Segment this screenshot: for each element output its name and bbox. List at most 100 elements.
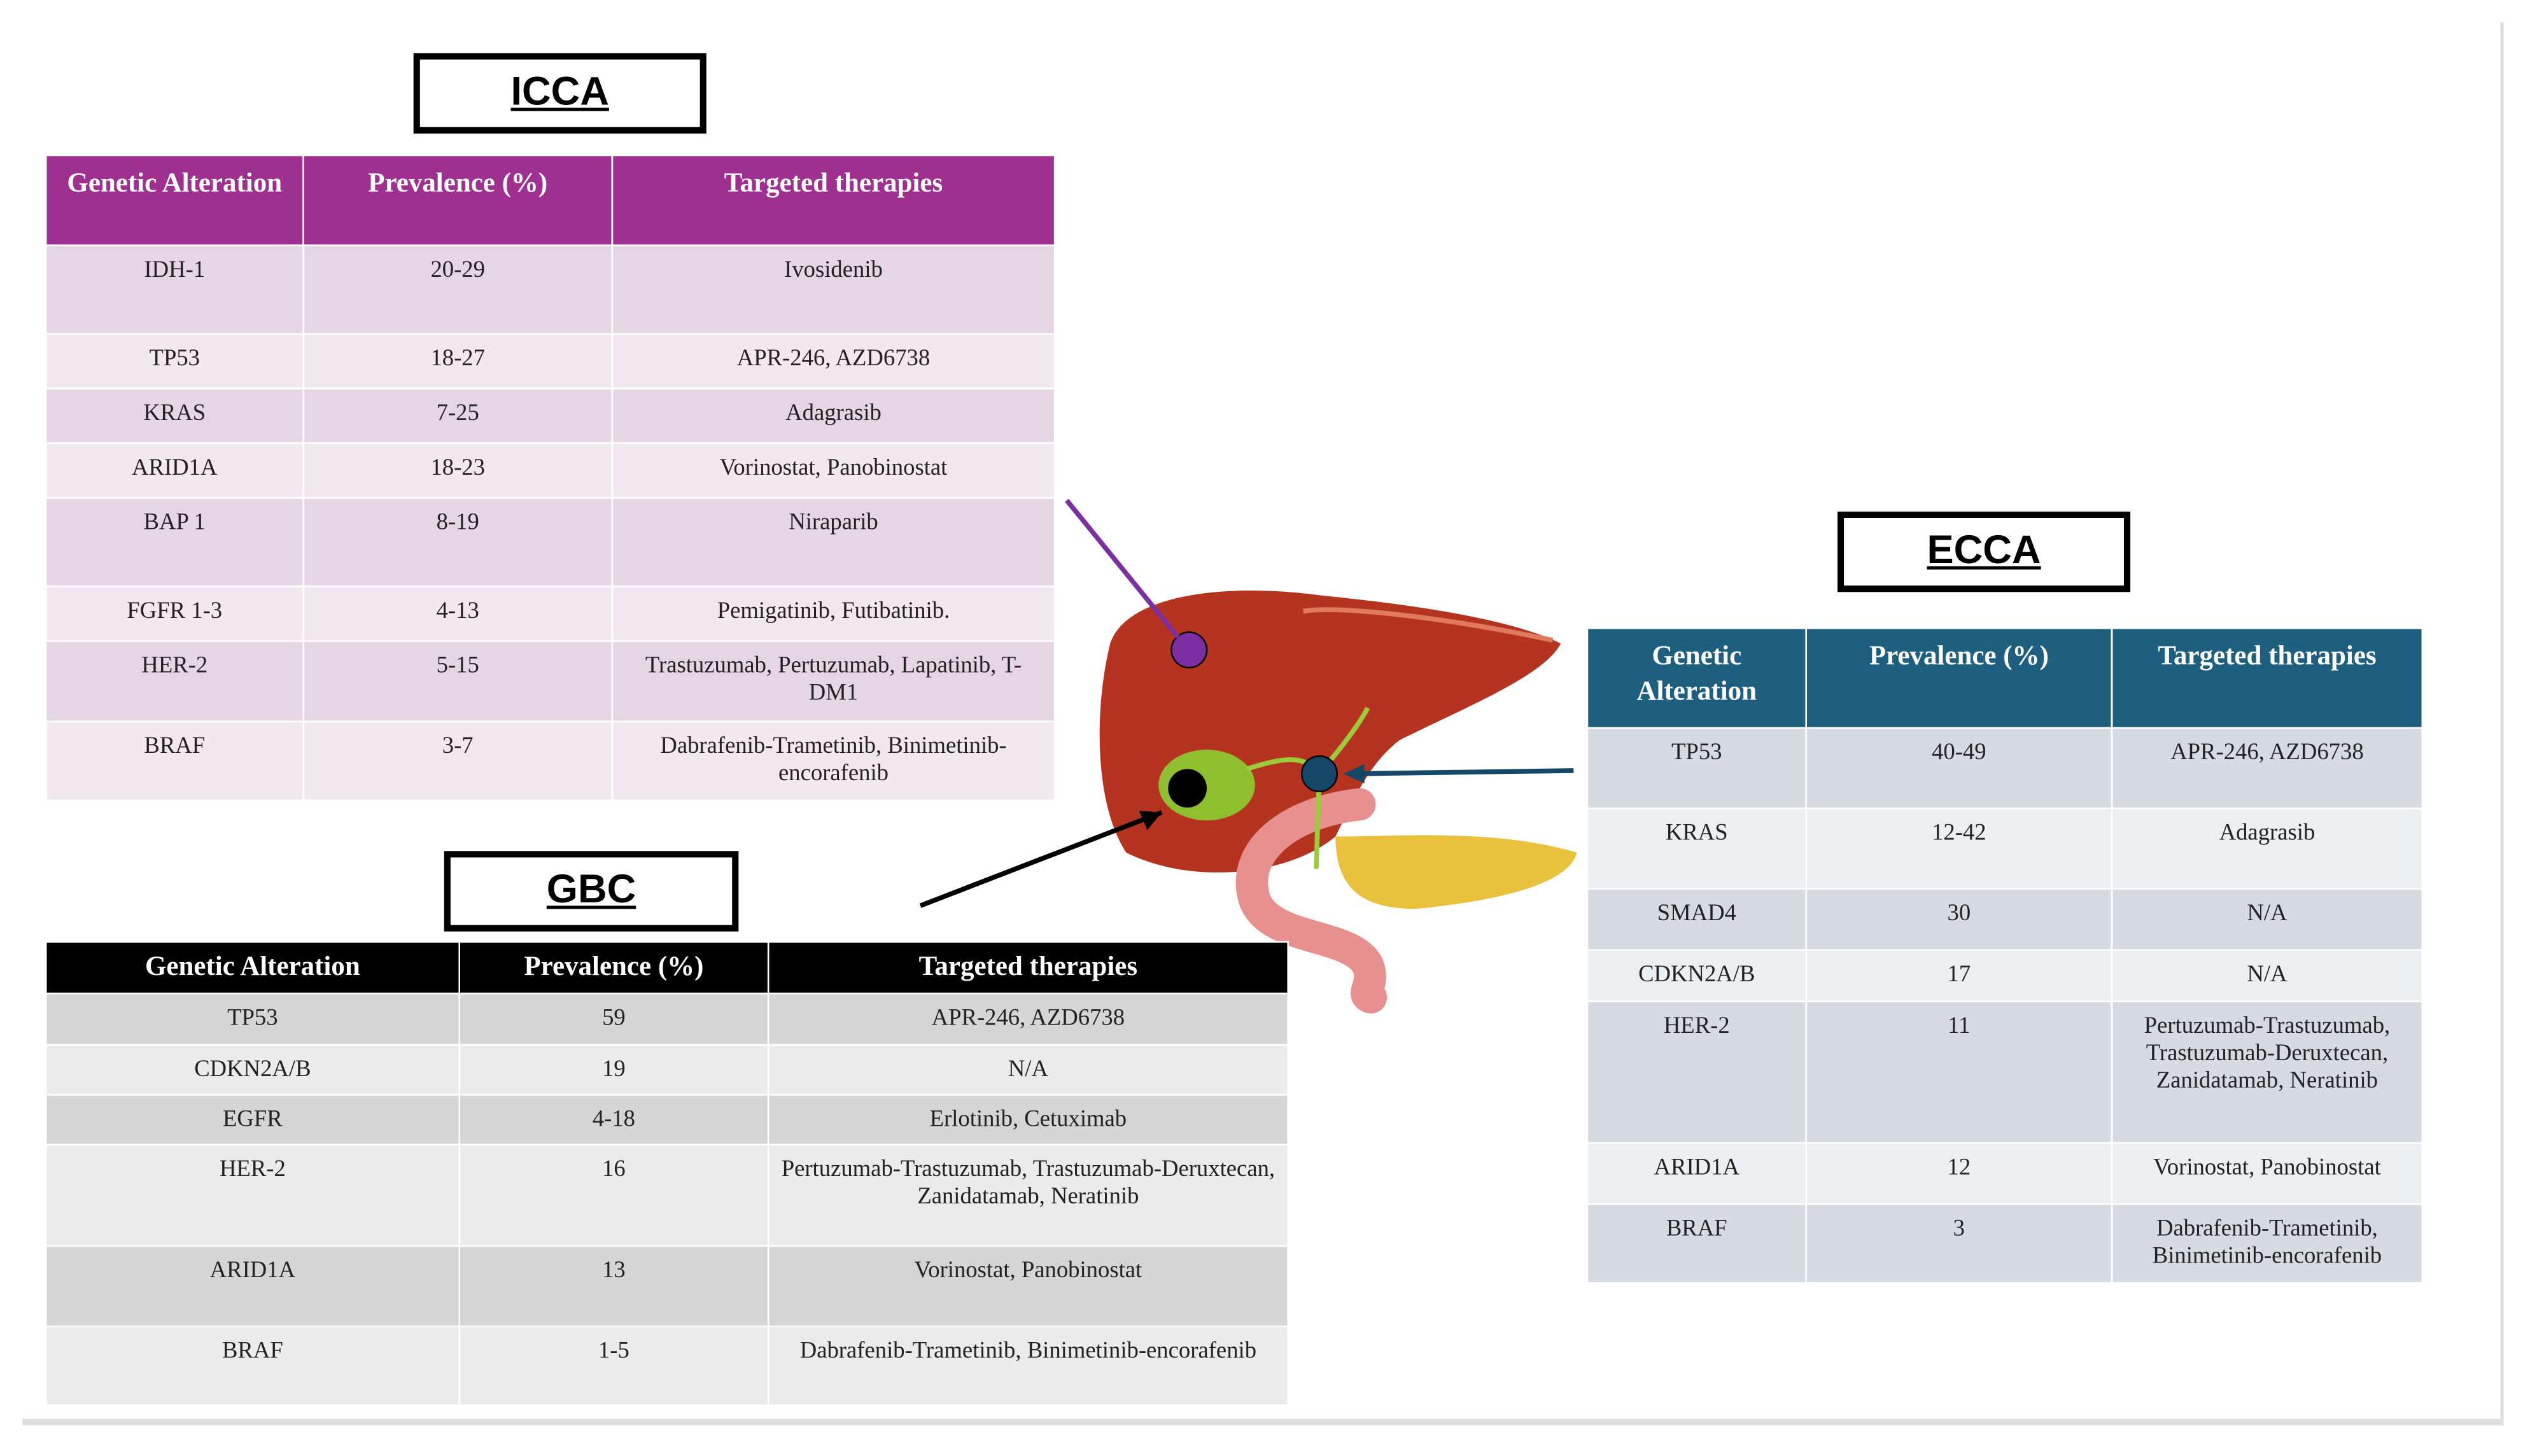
cell: 18-23 bbox=[302, 442, 614, 499]
cell: 12-42 bbox=[1805, 808, 2113, 890]
cell: BAP 1 bbox=[45, 497, 304, 587]
cell: 3-7 bbox=[302, 720, 614, 801]
cell: 1-5 bbox=[458, 1326, 770, 1406]
gbc-marker bbox=[1168, 769, 1207, 808]
row: IDH-1 20-29 Ivosidenib bbox=[45, 244, 1056, 335]
cell: N/A bbox=[767, 1044, 1289, 1096]
cell: Dabrafenib-Trametinib, Binimetinib-encor… bbox=[611, 720, 1056, 801]
pancreas bbox=[1335, 835, 1577, 909]
cell: CDKN2A/B bbox=[45, 1044, 461, 1096]
cell: Niraparib bbox=[611, 497, 1056, 587]
cell: APR-246, AZD6738 bbox=[767, 992, 1289, 1046]
cell: 18-27 bbox=[302, 333, 614, 389]
cell: Pertuzumab-Trastuzumab, Trastuzumab-Deru… bbox=[767, 1144, 1289, 1247]
cell: Erlotinib, Cetuximab bbox=[767, 1094, 1289, 1145]
cell: Vorinostat, Panobinostat bbox=[767, 1245, 1289, 1327]
row: HER-2 11 Pertuzumab-Trastuzumab, Trastuzum… bbox=[1586, 1000, 2424, 1144]
cell: BRAF bbox=[45, 720, 304, 801]
cell: 59 bbox=[458, 992, 770, 1046]
cell: HER-2 bbox=[45, 1144, 461, 1247]
cell: 17 bbox=[1805, 949, 2113, 1002]
cell: 16 bbox=[458, 1144, 770, 1247]
icca-arrow bbox=[1065, 498, 1180, 639]
header-cell: Targeted therapies bbox=[2111, 627, 2424, 729]
row: BAP 1 8-19 Niraparib bbox=[45, 497, 1056, 587]
cell: Vorinostat, Panobinostat bbox=[2111, 1142, 2424, 1205]
cell: Vorinostat, Panobinostat bbox=[611, 442, 1056, 499]
cell: 19 bbox=[458, 1044, 770, 1096]
row: FGFR 1-3 4-13 Pemigatinib, Futibatinib. bbox=[45, 585, 1056, 642]
header-cell: Genetic Alteration bbox=[45, 154, 304, 246]
row: BRAF 3-7 Dabrafenib-Trametinib, Binimetini… bbox=[45, 720, 1056, 801]
cell: ARID1A bbox=[45, 1245, 461, 1327]
row: BRAF 1-5 Dabrafenib-Trametinib, Binimetini… bbox=[45, 1326, 1289, 1406]
cell: 40-49 bbox=[1805, 727, 2113, 809]
ecca-title: ECCA bbox=[1837, 511, 2131, 592]
cell: HER-2 bbox=[45, 640, 304, 723]
duodenum bbox=[1235, 788, 1388, 1014]
cell: N/A bbox=[2111, 888, 2424, 951]
row: TP53 59 APR-246, AZD6738 bbox=[45, 992, 1289, 1046]
header-cell: Genetic Alteration bbox=[45, 941, 461, 995]
cell: 3 bbox=[1805, 1203, 2113, 1284]
cell: 30 bbox=[1805, 888, 2113, 951]
cell: FGFR 1-3 bbox=[45, 585, 304, 642]
cell: KRAS bbox=[1586, 808, 1807, 890]
cell: 4-13 bbox=[302, 585, 614, 642]
header-cell: Targeted therapies bbox=[611, 154, 1056, 246]
row: TP53 18-27 APR-246, AZD6738 bbox=[45, 333, 1056, 389]
cell: KRAS bbox=[45, 388, 304, 444]
row: CDKN2A/B 19 N/A bbox=[45, 1044, 1289, 1096]
row: SMAD4 30 N/A bbox=[1586, 888, 2424, 951]
header-cell: Prevalence (%) bbox=[1805, 627, 2113, 729]
row: KRAS 12-42 Adagrasib bbox=[1586, 808, 2424, 890]
cell: Trastuzumab, Pertuzumab, Lapatinib, T-DM… bbox=[611, 640, 1056, 723]
gbc-arrowhead bbox=[1139, 811, 1162, 830]
row: ARID1A 18-23 Vorinostat, Panobinostat bbox=[45, 442, 1056, 499]
cell: 7-25 bbox=[302, 388, 614, 444]
cell: 12 bbox=[1805, 1142, 2113, 1205]
cell: 5-15 bbox=[302, 640, 614, 723]
icca-title: ICCA bbox=[413, 53, 706, 134]
cell: Adagrasib bbox=[611, 388, 1056, 444]
cell: APR-246, AZD6738 bbox=[2111, 727, 2424, 809]
cell: TP53 bbox=[1586, 727, 1807, 809]
cell: Pertuzumab-Trastuzumab, Trastuzumab-Deru… bbox=[2111, 1000, 2424, 1144]
header-cell: Prevalence (%) bbox=[458, 941, 770, 995]
liver-highlight bbox=[1302, 607, 1554, 643]
cell: Ivosidenib bbox=[611, 244, 1056, 335]
cell: Pemigatinib, Futibatinib. bbox=[611, 585, 1056, 642]
header-row: Genetic Alteration Prevalence (%) Targeted… bbox=[1586, 627, 2424, 729]
liver bbox=[1099, 590, 1561, 873]
cell: ARID1A bbox=[45, 442, 304, 499]
header-row: Genetic Alteration Prevalence (%) Targeted… bbox=[45, 941, 1289, 995]
ecca-arrowhead bbox=[1343, 764, 1365, 784]
header-cell: Targeted therapies bbox=[767, 941, 1289, 995]
icca-marker bbox=[1170, 631, 1208, 669]
cell: ARID1A bbox=[1586, 1142, 1807, 1205]
row: ARID1A 12 Vorinostat, Panobinostat bbox=[1586, 1142, 2424, 1205]
cell: BRAF bbox=[45, 1326, 461, 1406]
cell: Dabrafenib-Trametinib, Binimetinib-encor… bbox=[2111, 1203, 2424, 1284]
cell: 20-29 bbox=[302, 244, 614, 335]
row: TP53 40-49 APR-246, AZD6738 bbox=[1586, 727, 2424, 809]
cell: TP53 bbox=[45, 333, 304, 389]
cell: 13 bbox=[458, 1245, 770, 1327]
cell: APR-246, AZD6738 bbox=[611, 333, 1056, 389]
ecca-arrow bbox=[1351, 768, 1574, 776]
row: EGFR 4-18 Erlotinib, Cetuximab bbox=[45, 1094, 1289, 1145]
row: HER-2 16 Pertuzumab-Trastuzumab, Trastuzum… bbox=[45, 1144, 1289, 1247]
ecca-marker bbox=[1300, 755, 1339, 793]
row: CDKN2A/B 17 N/A bbox=[1586, 949, 2424, 1002]
cell: Adagrasib bbox=[2111, 808, 2424, 890]
cell: N/A bbox=[2111, 949, 2424, 1002]
cell: Dabrafenib-Trametinib, Binimetinib-encor… bbox=[767, 1326, 1289, 1406]
cell: 8-19 bbox=[302, 497, 614, 587]
header-cell: Prevalence (%) bbox=[302, 154, 614, 246]
frame bbox=[22, 22, 2504, 1425]
cell: HER-2 bbox=[1586, 1000, 1807, 1144]
cell: EGFR bbox=[45, 1094, 461, 1145]
gbc-table: Genetic Alteration Prevalence (%) Targeted… bbox=[45, 941, 1289, 1406]
cell: SMAD4 bbox=[1586, 888, 1807, 951]
